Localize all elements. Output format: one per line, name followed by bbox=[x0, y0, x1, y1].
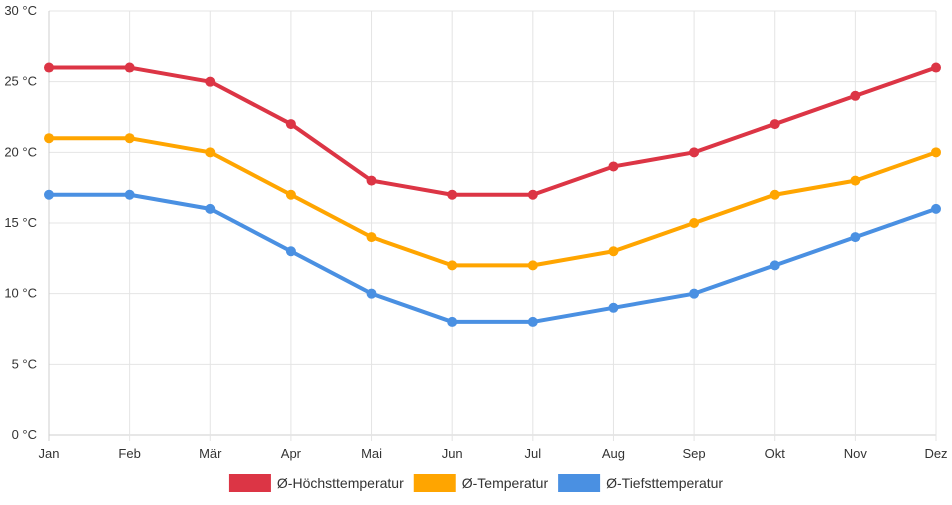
x-tick-label: Jul bbox=[525, 446, 542, 461]
data-point[interactable] bbox=[124, 189, 135, 200]
legend-swatch bbox=[558, 474, 601, 492]
y-tick-label: 15 °C bbox=[4, 215, 37, 230]
data-point[interactable] bbox=[689, 288, 700, 299]
legend-item-0[interactable]: Ø-Höchsttemperatur bbox=[228, 474, 404, 492]
series-2 bbox=[44, 189, 941, 327]
x-tick-label: Mai bbox=[361, 446, 382, 461]
legend-item-2[interactable]: Ø-Tiefsttemperatur bbox=[558, 474, 723, 492]
x-tick-label: Sep bbox=[683, 446, 706, 461]
data-point[interactable] bbox=[366, 175, 377, 186]
data-point[interactable] bbox=[608, 246, 619, 257]
data-point[interactable] bbox=[931, 62, 941, 73]
legend-swatch bbox=[228, 474, 271, 492]
data-point[interactable] bbox=[44, 133, 54, 144]
y-tick-label: 20 °C bbox=[4, 144, 37, 159]
x-tick-label: Apr bbox=[281, 446, 302, 461]
x-axis: Jan Feb Mär Apr Mai Jun Jul Aug Sep Okt Nov Dez bbox=[39, 446, 948, 461]
y-tick-label: 25 °C bbox=[4, 74, 37, 89]
data-point[interactable] bbox=[124, 133, 135, 144]
legend: Ø-Höchsttemperatur Ø-Temperatur Ø-Tiefstte… bbox=[228, 474, 723, 492]
data-point[interactable] bbox=[285, 189, 296, 200]
x-tick-label: Jan bbox=[39, 446, 60, 461]
series-line bbox=[47, 192, 938, 324]
data-point[interactable] bbox=[850, 232, 861, 243]
legend-item-1[interactable]: Ø-Temperatur bbox=[413, 474, 549, 492]
data-point[interactable] bbox=[850, 175, 861, 186]
data-point[interactable] bbox=[527, 316, 538, 327]
y-tick-label: 30 °C bbox=[4, 3, 37, 18]
data-point[interactable] bbox=[205, 203, 216, 214]
y-tick-label: 0 °C bbox=[12, 427, 37, 442]
data-point[interactable] bbox=[527, 189, 538, 200]
x-tick-label: Jun bbox=[442, 446, 463, 461]
data-point[interactable] bbox=[44, 189, 54, 200]
x-tick-label: Dez bbox=[924, 446, 947, 461]
data-point[interactable] bbox=[608, 161, 619, 172]
data-point[interactable] bbox=[527, 260, 538, 271]
y-tick-label: 5 °C bbox=[12, 356, 37, 371]
data-point[interactable] bbox=[689, 147, 700, 158]
data-point[interactable] bbox=[44, 62, 54, 73]
legend-label: Ø-Tiefsttemperatur bbox=[606, 475, 723, 491]
legend-swatch bbox=[413, 474, 456, 492]
data-point[interactable] bbox=[769, 260, 780, 271]
data-point[interactable] bbox=[931, 203, 941, 214]
data-point[interactable] bbox=[447, 260, 458, 271]
grid bbox=[48, 10, 937, 441]
data-point[interactable] bbox=[205, 76, 216, 87]
data-point[interactable] bbox=[366, 288, 377, 299]
legend-label: Ø-Temperatur bbox=[462, 475, 549, 491]
y-axis: 0 °C 5 °C 10 °C 15 °C 20 °C 25 °C 30 °C bbox=[4, 3, 37, 442]
x-tick-label: Nov bbox=[844, 446, 868, 461]
data-point[interactable] bbox=[285, 246, 296, 257]
data-point[interactable] bbox=[447, 316, 458, 327]
x-tick-label: Mär bbox=[199, 446, 222, 461]
series-lines bbox=[44, 62, 941, 327]
data-point[interactable] bbox=[850, 90, 861, 101]
data-point[interactable] bbox=[366, 232, 377, 243]
data-point[interactable] bbox=[769, 119, 780, 130]
data-point[interactable] bbox=[205, 147, 216, 158]
series-line bbox=[47, 65, 938, 197]
data-point[interactable] bbox=[285, 119, 296, 130]
data-point[interactable] bbox=[447, 189, 458, 200]
x-tick-label: Okt bbox=[765, 446, 786, 461]
data-point[interactable] bbox=[608, 302, 619, 313]
legend-label: Ø-Höchsttemperatur bbox=[277, 475, 404, 491]
series-1 bbox=[44, 133, 941, 271]
series-0 bbox=[44, 62, 941, 200]
data-point[interactable] bbox=[689, 218, 700, 228]
series-line bbox=[47, 136, 938, 268]
x-tick-label: Feb bbox=[118, 446, 140, 461]
y-tick-label: 10 °C bbox=[4, 286, 37, 301]
data-point[interactable] bbox=[931, 147, 941, 158]
data-point[interactable] bbox=[769, 189, 780, 200]
x-tick-label: Aug bbox=[602, 446, 625, 461]
data-point[interactable] bbox=[124, 62, 135, 73]
